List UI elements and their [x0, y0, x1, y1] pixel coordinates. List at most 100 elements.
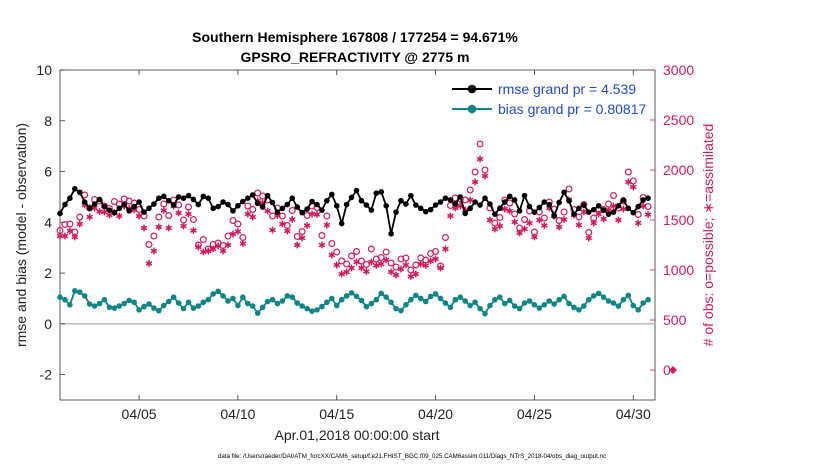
assimilated-marker-stroke	[437, 265, 444, 271]
assimilated-marker-stroke	[190, 228, 197, 233]
bias-point	[62, 296, 68, 303]
assimilated-marker-stroke	[269, 227, 276, 233]
assimilated-marker-stroke	[486, 217, 494, 223]
assimilated-obs-point	[61, 232, 69, 240]
assimilated-marker-stroke	[209, 246, 217, 252]
bias-point	[160, 302, 167, 309]
bias-point	[165, 298, 172, 305]
rmse-point	[427, 206, 434, 213]
bias-point	[259, 304, 266, 311]
assimilated-obs-point	[219, 247, 227, 255]
assimilated-obs-point	[76, 220, 84, 228]
bias-point	[170, 294, 177, 300]
bias-point	[427, 293, 434, 300]
assimilated-marker-stroke	[580, 209, 588, 215]
assimilated-marker-stroke	[249, 214, 257, 220]
assimilated-marker-stroke	[590, 220, 598, 226]
rmse-point	[501, 199, 508, 205]
plot-area	[59, 69, 656, 401]
assimilated-obs-point	[511, 218, 518, 226]
rmse-point	[536, 204, 543, 211]
assimilated-marker-stroke	[432, 256, 439, 262]
bias-point	[482, 310, 488, 317]
possible-obs-point	[234, 220, 242, 228]
possible-obs-point	[624, 168, 632, 176]
rmse-point	[487, 201, 493, 207]
assimilated-marker-stroke	[397, 266, 405, 272]
assimilated-obs-point	[249, 213, 257, 221]
assimilated-marker-stroke	[61, 233, 69, 239]
rmse-point	[447, 197, 454, 203]
assimilated-marker-stroke	[219, 248, 227, 254]
legend-rmse-label: rmse grand pr = 4.539	[498, 81, 636, 97]
assimilated-obs-point	[209, 245, 217, 253]
bias-point	[452, 296, 459, 303]
assimilated-marker-stroke	[600, 216, 607, 222]
x-tick-label: 04/25	[517, 406, 552, 422]
rmse-point	[269, 199, 276, 206]
data-file-footnote: data file: /Users/raeder/DAI/ATM_forcXX/…	[218, 453, 606, 460]
bias-point	[235, 302, 241, 309]
possible-obs-point	[540, 214, 548, 222]
assimilated-obs-point	[115, 212, 123, 220]
assimilated-marker-stroke	[204, 248, 212, 254]
assimilated-obs-point	[382, 256, 390, 264]
rmse-point	[576, 205, 582, 212]
bias-point	[76, 289, 83, 295]
bias-point	[294, 300, 301, 306]
bias-point	[348, 290, 355, 296]
y2-tick-label: 2500	[663, 112, 694, 128]
assimilated-obs-point	[284, 227, 291, 235]
rmse-point	[309, 198, 315, 205]
rmse-point	[442, 195, 449, 201]
assimilated-marker-stroke	[402, 262, 410, 268]
assimilated-obs-point	[368, 258, 375, 266]
bias-point	[388, 299, 394, 306]
rmse-point	[348, 194, 355, 201]
rmse-point	[279, 205, 286, 212]
chart-title: Southern Hemisphere 167808 / 177254 = 94…	[192, 29, 518, 45]
assimilated-marker-stroke	[555, 224, 563, 230]
possible-obs-point	[66, 220, 74, 228]
bias-point	[413, 292, 419, 299]
x-tick-label: 04/05	[122, 406, 157, 422]
x-tick-label: 04/30	[616, 406, 651, 422]
assimilated-marker-stroke	[540, 223, 548, 228]
rmse-point	[403, 201, 409, 207]
rmse-point	[413, 202, 419, 208]
assimilated-marker-stroke	[620, 206, 627, 212]
legend-bias-marker	[467, 104, 477, 114]
assimilated-obs-point	[239, 240, 247, 247]
rmse-point	[383, 203, 389, 209]
y2-tick-label: 2000	[663, 162, 694, 178]
assimilated-marker-stroke	[511, 219, 518, 225]
rmse-point	[200, 193, 207, 200]
assimilated-marker-stroke	[560, 217, 568, 222]
rmse-point	[264, 192, 271, 199]
assimilated-obs-point	[620, 205, 627, 213]
assimilated-marker-stroke	[368, 259, 375, 265]
bias-point	[422, 298, 429, 305]
bias-point	[358, 297, 365, 304]
bias-point	[640, 300, 646, 306]
bias-point	[408, 296, 414, 303]
bias-point	[244, 300, 251, 307]
assimilated-obs-point	[491, 225, 499, 233]
assimilated-obs-point	[392, 271, 400, 279]
rmse-point	[116, 205, 123, 212]
assimilated-obs-point	[634, 219, 642, 227]
assimilated-marker-stroke	[491, 226, 499, 232]
assimilated-obs-point	[531, 233, 538, 241]
assimilated-obs-point	[526, 219, 533, 227]
bias-point	[116, 303, 123, 309]
assimilated-marker-stroke	[140, 225, 148, 231]
bias-point	[146, 301, 152, 307]
bias-point	[230, 295, 236, 302]
rmse-point	[546, 201, 553, 208]
bias-point	[81, 293, 88, 299]
rmse-point	[373, 190, 380, 196]
assimilated-obs-point	[387, 268, 395, 276]
assimilated-obs-point	[521, 225, 528, 233]
assimilated-marker-stroke	[298, 235, 306, 241]
assimilated-obs-point	[590, 219, 598, 227]
